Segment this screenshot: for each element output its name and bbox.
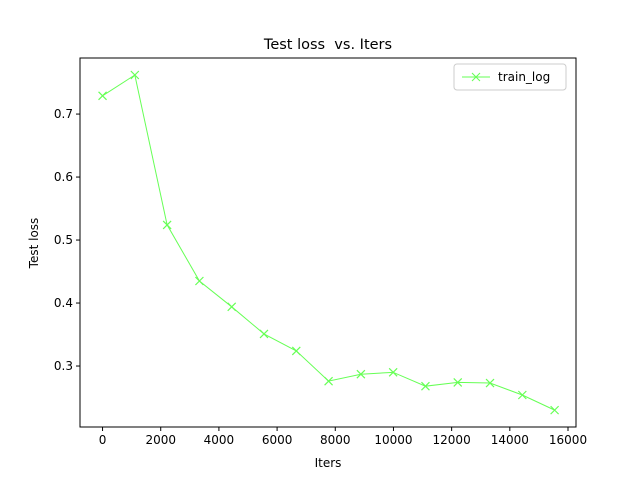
- y-tick-label: 0.4: [54, 296, 73, 310]
- y-tick-label: 0.5: [54, 233, 73, 247]
- marker: [421, 381, 430, 391]
- x-tick-label: 10000: [374, 433, 412, 447]
- legend-box: [453, 63, 567, 91]
- marker: [453, 377, 463, 387]
- y-tick-label: 0.3: [54, 359, 73, 373]
- marker: [227, 302, 237, 312]
- marker: [550, 405, 560, 415]
- y-axis-label: Test loss: [27, 218, 41, 270]
- x-tick-label: 0: [99, 433, 107, 447]
- x-tick-label: 6000: [262, 433, 293, 447]
- x-tick-label: 4000: [204, 433, 235, 447]
- chart-title: Test loss vs. Iters: [263, 37, 392, 53]
- x-tick-label: 2000: [145, 433, 176, 447]
- y-tick-label: 0.7: [54, 107, 73, 121]
- x-tick-label: 16000: [549, 433, 587, 447]
- marker: [194, 276, 204, 286]
- marker: [162, 220, 172, 230]
- x-axis-label: Iters: [315, 456, 342, 470]
- marker: [388, 367, 398, 377]
- marker: [291, 346, 301, 356]
- marker: [259, 329, 269, 339]
- y-tick-label: 0.6: [54, 170, 73, 184]
- legend-label: train_log: [498, 70, 550, 84]
- x-tick-label: 12000: [433, 433, 471, 447]
- marker: [324, 376, 334, 386]
- marker: [485, 378, 495, 388]
- marker: [356, 369, 366, 379]
- marker: [98, 91, 107, 101]
- plot-frame: [79, 57, 577, 428]
- legend-marker: [471, 72, 481, 82]
- marker: [517, 390, 527, 400]
- marker: [130, 70, 140, 80]
- x-tick-label: 14000: [491, 433, 529, 447]
- x-tick-label: 8000: [320, 433, 351, 447]
